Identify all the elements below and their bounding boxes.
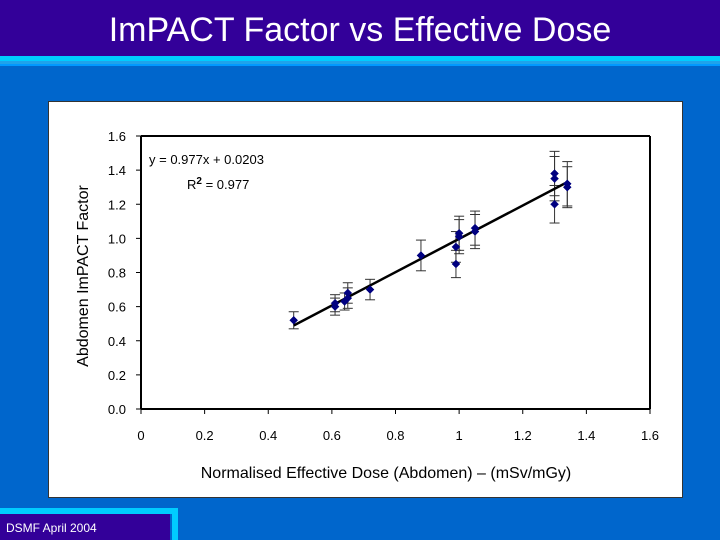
data-point <box>470 223 480 233</box>
data-point <box>550 169 559 178</box>
error-bars <box>288 150 573 330</box>
y-tick-label: 0.4 <box>108 334 126 349</box>
data-point <box>550 174 559 184</box>
y-axis-title: Abdomen ImPACT Factor <box>75 184 92 366</box>
slide-title: ImPACT Factor vs Effective Dose <box>108 11 612 49</box>
y-tick-label: 0.0 <box>108 402 126 417</box>
data-point <box>343 293 353 303</box>
trendline <box>293 181 568 327</box>
data-point <box>451 242 461 252</box>
r-squared-label: R2 = 0.977 <box>187 176 249 192</box>
y-tick-label: 1.2 <box>108 197 126 212</box>
data-point <box>330 298 340 308</box>
data-point <box>365 285 375 294</box>
footer-box: DSMF April 2004 <box>0 514 170 540</box>
title-accent-stripe-dark <box>0 64 720 66</box>
y-tick-label: 1.4 <box>108 163 126 178</box>
y-tick-label: 1.0 <box>108 231 126 246</box>
x-tick-label: 0.8 <box>386 428 404 443</box>
x-tick-label: 1.4 <box>577 428 595 443</box>
data-point <box>343 288 353 298</box>
x-tick-label: 1.6 <box>641 428 659 443</box>
data-point <box>289 315 299 325</box>
r-squared-prefix: R <box>187 177 196 192</box>
x-tick-label: 0.2 <box>196 428 214 443</box>
x-tick-label: 0 <box>137 428 144 443</box>
y-tick-label: 1.6 <box>108 129 126 144</box>
footer-accent-stripe <box>0 508 178 514</box>
footer-text: DSMF April 2004 <box>6 521 97 535</box>
r-squared-exponent: 2 <box>196 176 202 187</box>
trendline-equation: y = 0.977x + 0.0203 <box>149 152 264 167</box>
y-tick-label: 0.8 <box>108 266 126 281</box>
data-point <box>416 251 426 260</box>
x-tick-label: 0.4 <box>259 428 277 443</box>
scatter-chart: 0 0.2 0.4 0.6 0.8 1 1.2 1.4 1.6 0.0 0.2 0.4 0.6 0.8 1.… <box>75 129 659 482</box>
data-points <box>289 169 572 325</box>
title-accent-stripe <box>0 56 720 61</box>
y-tick-label: 0.2 <box>108 368 126 383</box>
x-tick-label: 1.2 <box>514 428 532 443</box>
title-bar <box>0 0 720 56</box>
footer-accent-stripe-vertical <box>172 508 178 540</box>
x-axis-title: Normalised Effective Dose (Abdomen) – (m… <box>201 465 571 482</box>
chart-panel: 0 0.2 0.4 0.6 0.8 1 1.2 1.4 1.6 0.0 0.2 0.4 0.6 0.8 1.… <box>48 101 683 498</box>
x-tick-label: 1 <box>456 428 463 443</box>
ticks: 0 0.2 0.4 0.6 0.8 1 1.2 1.4 1.6 0.0 0.2 0.4 0.6 0.8 1.… <box>108 129 659 443</box>
data-point <box>550 199 559 209</box>
y-tick-label: 0.6 <box>108 300 126 315</box>
data-point <box>451 259 461 269</box>
data-point <box>454 228 464 238</box>
x-tick-label: 0.6 <box>323 428 341 443</box>
r-squared-value: = 0.977 <box>202 177 249 192</box>
data-point <box>562 179 572 189</box>
title-accent-stripe-light <box>0 61 720 64</box>
